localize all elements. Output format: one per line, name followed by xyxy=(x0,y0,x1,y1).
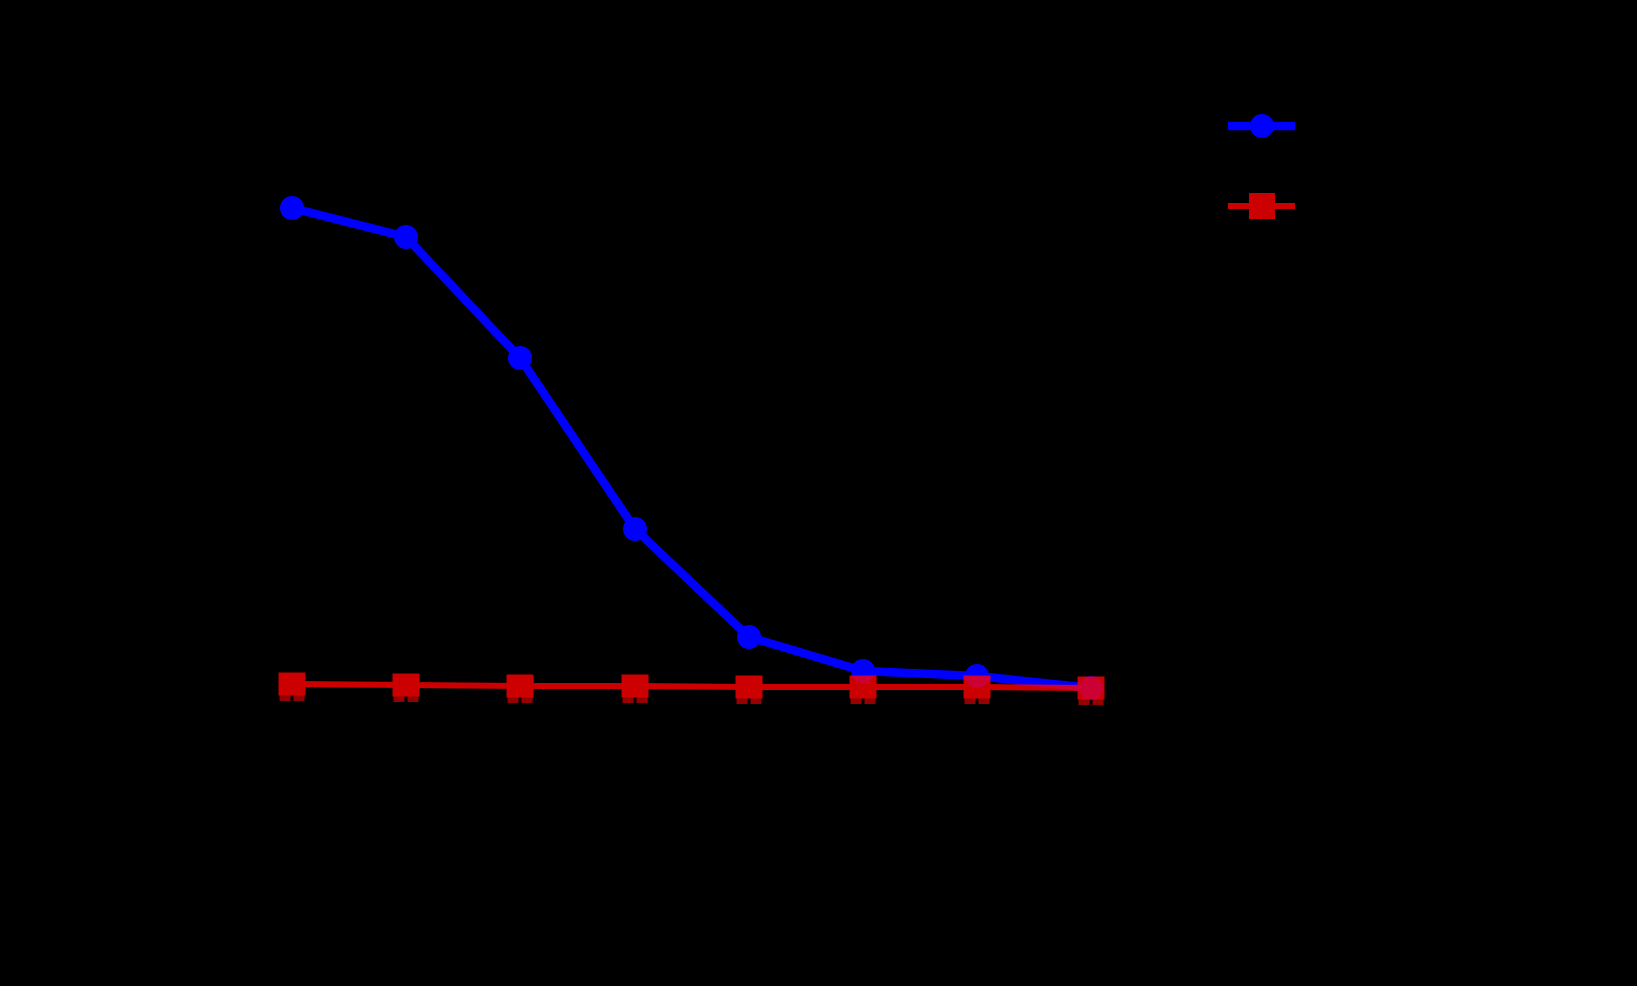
legend xyxy=(1228,114,1295,219)
blue-circle-marker xyxy=(280,196,304,220)
red-errorbar-cap xyxy=(864,696,876,704)
red-square-marker xyxy=(1077,676,1105,700)
red-square-marker xyxy=(506,674,534,698)
red-errorbar-cap xyxy=(622,695,634,703)
red-errorbar-cap xyxy=(407,694,419,702)
red-errorbar-cap xyxy=(636,695,648,703)
legend-blue-sample xyxy=(1228,114,1295,138)
legend-blue-circle-icon xyxy=(1250,114,1274,138)
red-square-marker xyxy=(392,673,420,697)
red-errorbar-cap xyxy=(978,696,990,704)
red-square-marker xyxy=(735,675,763,699)
blue-line xyxy=(290,203,1092,693)
red-errorbar-cap xyxy=(1078,697,1090,705)
red-errorbar-cap xyxy=(507,695,519,703)
red-errorbar-cap xyxy=(750,696,762,704)
red-line xyxy=(291,681,1092,691)
blue-circle-marker xyxy=(394,225,418,249)
blue-circle-marker xyxy=(623,517,647,541)
red-square-marker xyxy=(621,674,649,698)
legend-red-square-icon xyxy=(1249,193,1275,219)
red-square-series-group xyxy=(278,672,1105,705)
red-errorbar-cap xyxy=(736,696,748,704)
red-errorbar-cap xyxy=(850,696,862,704)
red-errorbar-cap xyxy=(521,695,533,703)
red-square-marker xyxy=(963,675,991,699)
blue-circle-marker xyxy=(508,346,532,370)
red-square-marker xyxy=(278,672,306,696)
red-square-marker xyxy=(849,675,877,699)
red-errorbar-cap xyxy=(964,696,976,704)
legend-red-sample xyxy=(1228,193,1295,219)
red-errorbar-cap xyxy=(393,694,405,702)
red-errorbar-cap xyxy=(1092,697,1104,705)
blue-circle-marker xyxy=(737,625,761,649)
red-errorbar-cap xyxy=(293,693,305,701)
red-errorbar-cap xyxy=(279,693,291,701)
